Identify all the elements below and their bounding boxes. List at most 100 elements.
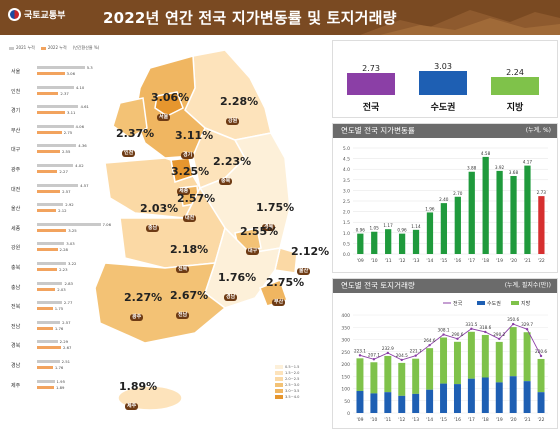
y-tick: 0.0 xyxy=(343,252,350,258)
region-tag: 서울 xyxy=(157,114,171,121)
map-percent: 2.27% xyxy=(124,291,163,304)
map-percent: 3.06% xyxy=(151,91,190,104)
total-point xyxy=(372,358,376,361)
total-point xyxy=(498,337,501,341)
y-tick: 50 xyxy=(344,399,350,405)
rate-bar xyxy=(412,229,420,254)
volume-bar-capital xyxy=(537,392,545,413)
y-tick: 3.0 xyxy=(343,188,350,194)
total-label: 220.6 xyxy=(535,349,547,354)
map-chungnam xyxy=(104,157,201,219)
region-name: 제주 xyxy=(11,382,21,389)
map-percent: 1.89% xyxy=(119,380,158,393)
map-label: 2.23% 충북 xyxy=(213,156,251,186)
value-2021: 1.95 xyxy=(56,378,66,384)
region-name: 광주 xyxy=(11,167,21,173)
y-tick: 0 xyxy=(347,411,350,417)
value-2021: 4.06 xyxy=(75,123,84,129)
legend-2021: 2021 누적 xyxy=(9,45,35,51)
value-2021: 2.57 xyxy=(62,319,71,325)
bar-2021 xyxy=(37,66,85,69)
x-tick: '17 xyxy=(468,417,475,423)
region-tag: 충북 xyxy=(219,178,233,185)
x-tick: '21 xyxy=(524,417,531,423)
bar-2021 xyxy=(37,320,61,324)
value-2022: 2.23 xyxy=(59,267,68,272)
x-tick: '13 xyxy=(412,417,419,423)
volume-bar-capital xyxy=(384,392,392,413)
region-tag: 전북 xyxy=(176,266,190,273)
value-2021: 4.02 xyxy=(75,163,84,168)
value-2022: 1.75 xyxy=(54,306,64,312)
rate-label: 2.70 xyxy=(453,191,463,196)
region-name: 경기 xyxy=(11,108,21,115)
rate-label: 4.17 xyxy=(523,160,533,165)
x-tick: '09 xyxy=(356,417,363,423)
total-label: 207.1 xyxy=(368,352,380,357)
map-percent: 3.25% xyxy=(171,165,210,178)
total-point xyxy=(428,343,431,347)
bar-2022 xyxy=(37,209,57,213)
value-2022: 2.57 xyxy=(62,188,71,194)
total-point xyxy=(539,354,543,358)
volume-bar-local xyxy=(467,331,475,379)
scale-item: 3.5~4.0 xyxy=(275,394,313,400)
value-2022: 1.76 xyxy=(54,365,64,370)
map-label: 2.27% 광주 xyxy=(124,292,162,322)
bar-2021 xyxy=(37,124,74,128)
region-tag: 세종 xyxy=(177,188,191,195)
bar-2021 xyxy=(37,85,74,89)
region-tag: 경남 xyxy=(224,294,238,301)
y-tick: 400 xyxy=(341,313,350,319)
map-jeonnam xyxy=(94,262,227,344)
volume-bar-capital xyxy=(481,377,489,413)
x-tick: '20 xyxy=(510,417,517,423)
bar-2021 xyxy=(37,164,74,167)
rate-chart-header: 연도별 전국 지가변동률 (누계, %) xyxy=(333,124,557,138)
bar-2022 xyxy=(37,189,61,193)
total-label: 290.2 xyxy=(493,332,505,337)
rate-label: 1.17 xyxy=(383,223,393,228)
region-name: 강원 xyxy=(11,245,21,252)
y-tick: 3.5 xyxy=(343,178,350,184)
region-bar-row: 세종 7.06 3.25 xyxy=(7,219,111,237)
legend-label: 지방 xyxy=(521,300,531,307)
bar-2021 xyxy=(37,144,77,148)
region-name: 서울 xyxy=(11,69,21,75)
rate-bar xyxy=(385,229,392,254)
map-label: 2.67% 전남 xyxy=(170,290,208,320)
value-2022: 3.11 xyxy=(66,110,76,116)
region-tag: 강원 xyxy=(226,118,240,125)
rate-label: 3.88 xyxy=(467,166,477,171)
volume-bar-capital xyxy=(398,395,406,413)
volume-bar-capital xyxy=(426,389,434,413)
region-tag: 대전 xyxy=(183,215,197,222)
bar-2021 xyxy=(37,281,63,285)
x-tick: '19 xyxy=(496,417,503,423)
region-bar-row: 전남 2.57 1.76 xyxy=(7,317,97,335)
bar-2021 xyxy=(37,301,62,305)
summary-bar-0: 2.73 전국 xyxy=(347,64,395,113)
bar-2022 xyxy=(37,228,67,232)
region-bar-row: 경북 2.29 2.67 xyxy=(7,336,97,354)
rate-bar xyxy=(496,170,503,254)
volume-bar-capital xyxy=(467,378,475,413)
map-label: 1.76% 경남 xyxy=(218,272,256,302)
volume-bar-local xyxy=(523,332,531,382)
x-tick: '16 xyxy=(454,258,461,264)
map-percent: 2.23% xyxy=(213,155,252,168)
bar-2022 xyxy=(37,130,62,134)
x-tick: '18 xyxy=(482,417,489,423)
region-name: 충남 xyxy=(11,284,21,291)
region-bar-row: 경남 2.51 1.76 xyxy=(7,356,97,374)
y-tick: 5.0 xyxy=(343,146,350,152)
bar-legend: 2021 누적 2022 누적 (년간환산율 %) xyxy=(9,45,99,51)
bar-2022 xyxy=(37,150,60,154)
volume-bar-local xyxy=(453,341,461,385)
value-2022: 2.37 xyxy=(60,90,69,96)
x-tick: '15 xyxy=(440,417,447,423)
volume-bar-local xyxy=(481,334,489,378)
map-incheon xyxy=(112,97,148,139)
total-point xyxy=(456,337,459,341)
volume-bar-local xyxy=(398,362,406,396)
